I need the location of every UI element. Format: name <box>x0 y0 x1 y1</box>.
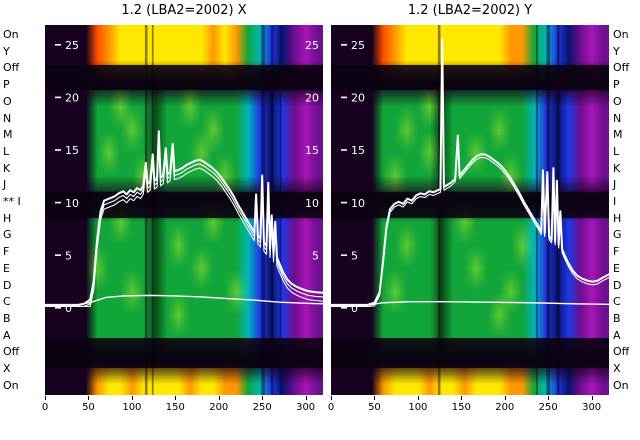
x-tick-label: 0 <box>41 402 49 413</box>
x-tick-label: 50 <box>368 402 381 413</box>
axis-row-label: I <box>613 195 617 209</box>
axis-row-label: F <box>613 245 620 259</box>
x-tick-mark <box>374 396 376 400</box>
axis-row-label: X <box>3 362 11 376</box>
axis-row-label: K <box>3 161 11 175</box>
x-tick-mark <box>331 396 332 400</box>
axis-row-label: H <box>3 211 12 225</box>
x-tick-mark <box>131 396 133 400</box>
axis-row-label: B <box>3 311 11 325</box>
axis-row-label: G <box>613 228 622 242</box>
x-tick-label: 100 <box>408 402 428 413</box>
axis-row-label: P <box>3 78 10 92</box>
x-tick-label: 250 <box>252 402 272 413</box>
axis-row-label: O <box>3 94 12 108</box>
x-tick-mark <box>504 396 506 400</box>
axis-row-label: D <box>3 278 12 292</box>
x-tick-label: 150 <box>165 402 185 413</box>
axis-row-label: Off <box>613 61 630 75</box>
axis-row-label: Off <box>613 345 630 359</box>
axis-row-label: On <box>613 378 629 392</box>
x-tick-label: 300 <box>296 402 316 413</box>
axis-row-label: H <box>613 211 622 225</box>
x-tick-mark <box>461 396 463 400</box>
x-tick-mark <box>262 396 264 400</box>
axis-row-label: E <box>613 261 620 275</box>
x-tick-label: 100 <box>122 402 142 413</box>
axis-row-label: C <box>3 295 11 309</box>
axis-row-label: Off <box>3 61 20 75</box>
x-axis-ticks-right: 0 50 100 150 200 250 300 <box>327 395 609 417</box>
x-tick-label: 0 <box>327 402 335 413</box>
axis-row-label: On <box>3 378 19 392</box>
right-axis-label-column: On Y Off P O N M L K J I H G F E D C B A Off X On <box>613 29 639 391</box>
x-tick-mark <box>417 396 419 400</box>
axis-row-label: O <box>613 94 622 108</box>
axis-row-label: G <box>3 228 12 242</box>
axis-row-label: C <box>613 295 621 309</box>
x-tick-label: 200 <box>209 402 229 413</box>
x-tick-label: 50 <box>82 402 95 413</box>
x-tick-mark <box>591 396 593 400</box>
axis-row-label: K <box>613 161 621 175</box>
left-axis-label-column: On Y Off P O N M L K J ** I H G F E D C B A Off X On <box>3 29 37 391</box>
x-tick-mark <box>175 396 177 400</box>
axis-row-label: Y <box>613 44 620 58</box>
axis-row-label: ** I <box>3 195 21 209</box>
axis-row-label: On <box>3 28 19 41</box>
axis-row-label: B <box>613 311 621 325</box>
panel-x: 0 50 100 150 200 250 300 <box>42 25 323 413</box>
axis-row-label: J <box>613 178 617 192</box>
axis-row-label: N <box>3 111 12 125</box>
axis-row-label: On <box>613 28 629 41</box>
axis-row-label: X <box>613 362 621 376</box>
axis-row-label: E <box>3 261 10 275</box>
x-tick-mark <box>45 396 46 400</box>
x-tick-mark <box>218 396 220 400</box>
axis-row-label: P <box>613 78 620 92</box>
x-tick-mark <box>88 396 90 400</box>
axis-row-label: Off <box>3 345 20 359</box>
x-axis-ticks-left: 0 50 100 150 200 250 300 <box>41 395 323 417</box>
panel-x-title: 1.2 (LBA2=2002) X <box>121 3 247 18</box>
heatmap-x-canvas <box>45 25 323 395</box>
axis-row-label: N <box>613 111 622 125</box>
axis-row-label: D <box>613 278 622 292</box>
axis-row-label: M <box>3 128 13 142</box>
axis-row-label: Y <box>3 44 10 58</box>
axis-row-label: M <box>613 128 623 142</box>
x-tick-label: 300 <box>582 402 602 413</box>
axis-row-label: L <box>3 144 10 158</box>
axis-row-label: A <box>613 328 621 342</box>
axis-row-label: A <box>3 328 11 342</box>
panel-y-title: 1.2 (LBA2=2002) Y <box>407 3 533 18</box>
x-tick-label: 150 <box>451 402 471 413</box>
x-tick-label: 250 <box>538 402 558 413</box>
axis-row-label: L <box>613 144 620 158</box>
x-tick-mark <box>548 396 550 400</box>
x-tick-mark <box>305 396 307 400</box>
panel-y: 0 50 100 150 200 250 300 <box>328 25 609 413</box>
heatmap-y-canvas <box>331 25 609 395</box>
axis-row-label: J <box>3 178 7 192</box>
axis-row-label: F <box>3 245 10 259</box>
x-tick-label: 200 <box>495 402 515 413</box>
